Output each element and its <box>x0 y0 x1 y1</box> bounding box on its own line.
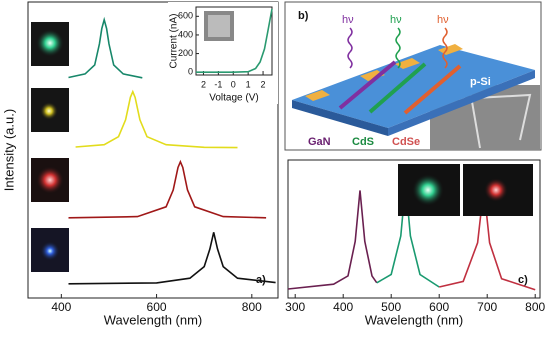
photo <box>412 174 444 206</box>
photo <box>208 15 230 37</box>
plot-frame <box>27 1 279 299</box>
spectrum-line <box>75 89 238 149</box>
y-tick-label: 400 <box>178 29 193 39</box>
photo-set <box>31 22 69 272</box>
material-label: CdSe <box>392 136 420 148</box>
panel-label: c) <box>518 274 528 286</box>
y-tick-label: 0 <box>188 67 193 77</box>
photon-label: hν <box>390 14 402 26</box>
x-tick-label: 1 <box>246 79 251 89</box>
x-tick-label: 700 <box>477 300 497 314</box>
x-axis-label: Wavelength (nm) <box>104 312 203 327</box>
spectrum-line <box>68 16 143 79</box>
panel-label: b) <box>298 10 309 22</box>
x-tick-label: 500 <box>381 300 401 314</box>
y-axis-label: Current (nA) <box>169 13 180 68</box>
x-axis-label: Wavelength (nm) <box>365 312 464 327</box>
x-tick-label: 600 <box>147 300 167 314</box>
x-tick-label: 300 <box>285 300 305 314</box>
schematic: b) hν hν hν p-Si GaN CdS CdSe <box>284 1 542 151</box>
x-tick-label: 400 <box>333 300 353 314</box>
spectrum-line <box>68 159 267 219</box>
x-tick-label: 0 <box>231 79 236 89</box>
x-tick-label: 2 <box>201 79 206 89</box>
x-tick-label: 2 <box>261 79 266 89</box>
panel-label: a) <box>256 274 266 286</box>
photo <box>484 178 508 202</box>
spectrum-line <box>287 190 378 290</box>
x-tick-label: -1 <box>214 79 222 89</box>
x-tick-label: 600 <box>429 300 449 314</box>
y-axis-label: Intensity (a.u.) <box>1 109 16 191</box>
photon-label: hν <box>437 14 449 26</box>
x-tick-label: 400 <box>51 300 71 314</box>
plot-frame <box>287 159 541 299</box>
plot-frame <box>195 6 273 76</box>
y-tick-label: 600 <box>178 11 193 21</box>
x-tick-label: 800 <box>242 300 262 314</box>
x-axis-label: Voltage (V) <box>209 93 258 104</box>
spectrum-line <box>196 8 273 73</box>
spectrum-line <box>68 232 276 285</box>
y-tick-label: 200 <box>178 48 193 58</box>
photon-label: hν <box>342 14 354 26</box>
material-label: CdS <box>352 136 374 148</box>
material-label: GaN <box>308 136 331 148</box>
x-tick-label: 800 <box>525 300 545 314</box>
substrate-label: p-Si <box>470 76 491 88</box>
